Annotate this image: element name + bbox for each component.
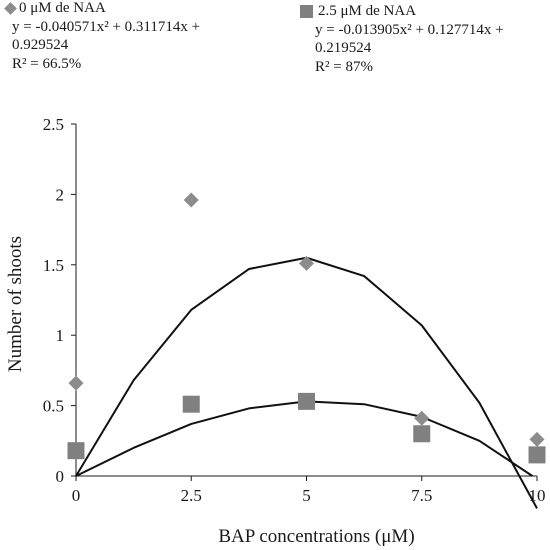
diamond-point	[529, 431, 545, 447]
square-point	[298, 392, 315, 410]
diamond-point	[299, 255, 314, 271]
legend-series-2-name: 2.5 μM de NAA	[318, 3, 417, 19]
legend-series-2: 2.5 μM de NAA y = -0.013905x² + 0.127714…	[300, 2, 504, 76]
legend-series-1-name: 0 μM de NAA	[19, 0, 106, 16]
y-tick-label: 0	[56, 467, 65, 486]
trendlines	[75, 256, 538, 509]
diamond-point	[183, 192, 199, 208]
y-tick-label: 2.5	[43, 115, 64, 134]
tick-labels: 00.511.522.50 2.5 5 7.5 10	[43, 115, 546, 505]
trendline-equation-1-line-1: y = -0.040571x² + 0.311714x +	[12, 18, 201, 35]
trendline-equation-1-line-2: 0.929524	[12, 37, 69, 53]
y-tick-label: 1	[56, 326, 65, 345]
x-tick-label: 2.5	[181, 486, 202, 505]
y-tick-label: 2	[56, 185, 65, 204]
square-point	[413, 425, 431, 443]
diamond-point	[414, 410, 430, 426]
x-tick-label: 7.5	[411, 486, 432, 505]
x-axis-title: BAP concentrations (μM)	[218, 526, 414, 547]
x-tick-label: 0	[72, 486, 81, 505]
trendline-2	[75, 400, 533, 477]
legend-series-1: 0 μM de NAA y = -0.040571x² + 0.311714x …	[4, 0, 200, 73]
trendline-r2-1: R² = 66.5%	[12, 55, 82, 72]
diamond-point	[68, 375, 84, 391]
square-point	[182, 395, 200, 413]
y-axis-title: Number of shoots	[5, 236, 26, 372]
data-points	[67, 192, 546, 464]
chart-axes	[71, 123, 538, 481]
trendline-equation-2-line-1: y = -0.013905x² + 0.127714x +	[315, 21, 504, 38]
y-tick-label: 1.5	[43, 256, 64, 275]
square-marker-icon	[300, 4, 313, 18]
trendline-r2-2: R² = 87%	[315, 58, 373, 75]
square-point	[528, 446, 546, 464]
square-point	[67, 442, 85, 460]
trendline-1	[75, 256, 538, 509]
y-tick-label: 0.5	[43, 397, 64, 416]
trendline-equation-2-line-2: 0.219524	[315, 40, 372, 56]
x-tick-label: 5	[302, 486, 311, 505]
